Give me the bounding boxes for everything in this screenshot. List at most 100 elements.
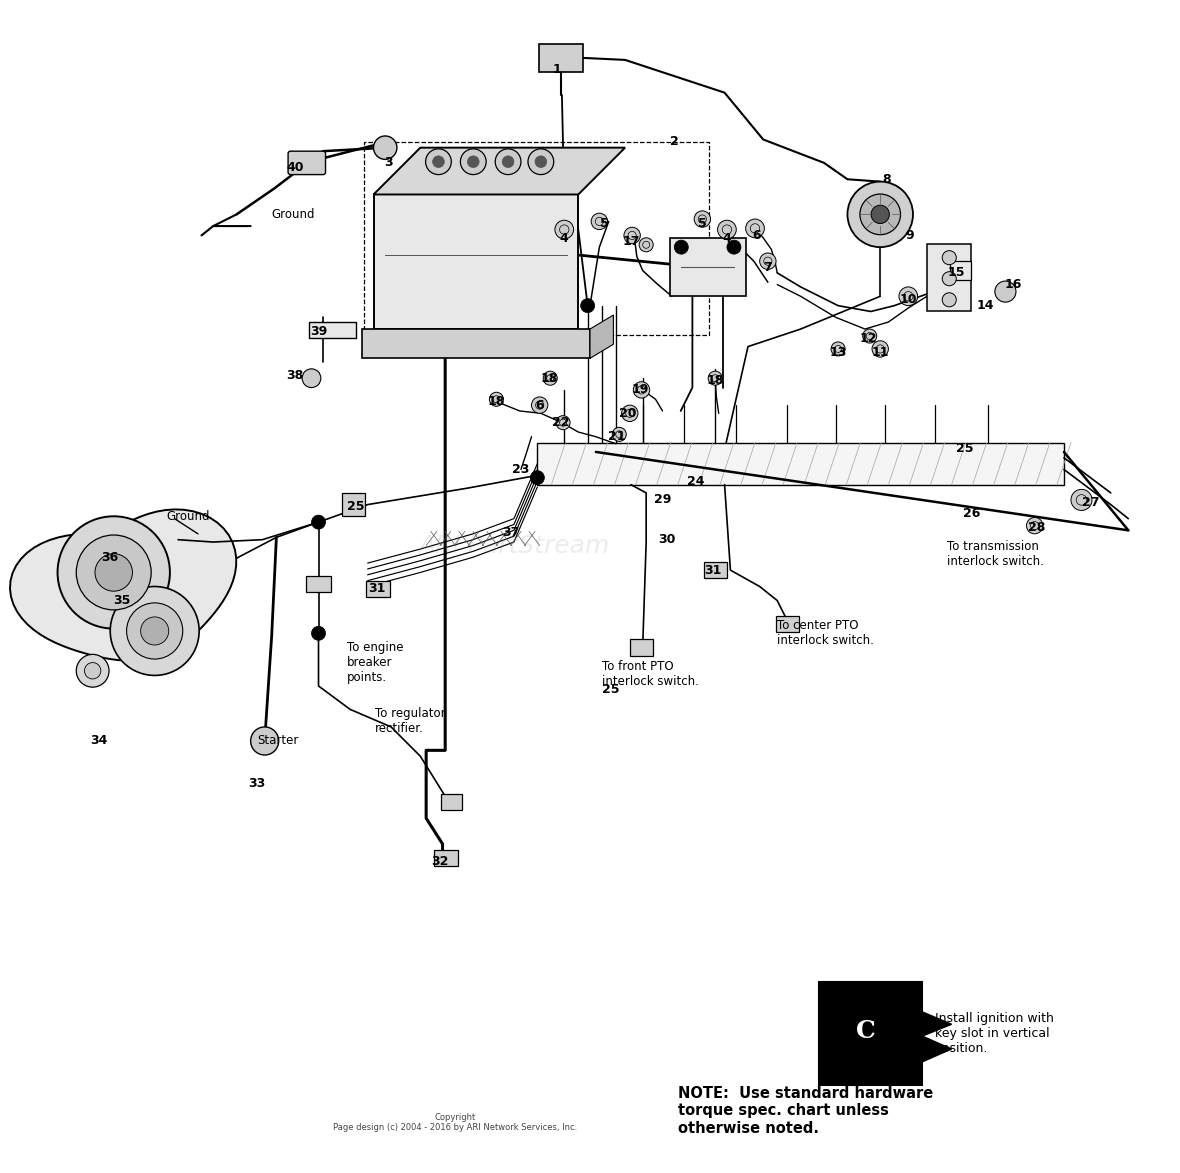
Circle shape (1071, 489, 1092, 510)
Text: 38: 38 (287, 369, 303, 382)
FancyBboxPatch shape (630, 639, 654, 656)
Circle shape (943, 272, 956, 286)
Circle shape (591, 213, 608, 230)
Circle shape (433, 156, 445, 168)
Text: 9: 9 (905, 229, 913, 242)
Circle shape (530, 470, 544, 484)
Text: 5: 5 (599, 217, 609, 230)
Text: NOTE:  Use standard hardware
torque spec. chart unless
otherwise noted.: NOTE: Use standard hardware torque spec.… (677, 1086, 933, 1135)
Text: Starter: Starter (257, 734, 299, 747)
Text: 18: 18 (487, 395, 505, 408)
Text: 15: 15 (948, 266, 965, 279)
Text: Install ignition with
key slot in vertical
position.: Install ignition with key slot in vertic… (936, 1012, 1054, 1055)
Circle shape (302, 368, 321, 387)
Circle shape (943, 293, 956, 307)
Circle shape (126, 603, 183, 659)
Circle shape (140, 617, 169, 645)
FancyBboxPatch shape (342, 493, 366, 516)
Text: 4: 4 (722, 232, 732, 245)
Circle shape (555, 221, 573, 239)
Circle shape (110, 586, 199, 676)
FancyBboxPatch shape (374, 195, 578, 330)
Circle shape (1027, 517, 1043, 534)
Text: 2: 2 (670, 135, 678, 148)
Circle shape (96, 554, 132, 591)
Polygon shape (923, 1012, 951, 1036)
Text: 36: 36 (101, 551, 119, 564)
Circle shape (943, 251, 956, 265)
Circle shape (872, 340, 889, 357)
Text: 5: 5 (697, 217, 707, 230)
FancyBboxPatch shape (703, 562, 727, 578)
Text: 14: 14 (977, 299, 995, 312)
Circle shape (871, 205, 890, 224)
Polygon shape (374, 148, 625, 195)
Circle shape (490, 392, 504, 406)
Circle shape (899, 287, 918, 306)
FancyBboxPatch shape (538, 43, 583, 72)
FancyBboxPatch shape (309, 323, 356, 339)
Circle shape (746, 219, 765, 238)
Text: 17: 17 (622, 235, 640, 248)
Polygon shape (923, 1036, 951, 1062)
FancyBboxPatch shape (669, 238, 746, 297)
Circle shape (543, 371, 557, 385)
Text: 33: 33 (248, 777, 266, 789)
Text: 6: 6 (752, 229, 760, 242)
Circle shape (624, 228, 641, 244)
Text: 34: 34 (90, 734, 107, 747)
Text: 10: 10 (899, 293, 917, 306)
Text: 20: 20 (618, 407, 636, 420)
Text: 29: 29 (654, 494, 671, 507)
Circle shape (527, 149, 553, 175)
Text: To transmission
interlock switch.: To transmission interlock switch. (946, 540, 1044, 568)
Circle shape (460, 149, 486, 175)
Circle shape (312, 626, 326, 640)
Circle shape (847, 182, 913, 248)
Text: 13: 13 (830, 346, 847, 359)
Text: 40: 40 (287, 161, 304, 174)
Circle shape (374, 136, 396, 160)
Circle shape (694, 211, 710, 228)
Text: 24: 24 (687, 475, 704, 488)
Text: 25: 25 (602, 683, 620, 696)
Polygon shape (590, 316, 614, 358)
Circle shape (612, 427, 627, 441)
FancyBboxPatch shape (950, 262, 971, 280)
Text: 37: 37 (502, 527, 519, 540)
Circle shape (58, 516, 170, 629)
Text: 21: 21 (608, 430, 625, 443)
Circle shape (503, 156, 514, 168)
Text: 39: 39 (310, 325, 327, 338)
Text: 26: 26 (963, 508, 981, 521)
Text: 6: 6 (536, 399, 544, 412)
Circle shape (531, 396, 548, 413)
Circle shape (995, 282, 1016, 303)
Circle shape (556, 415, 570, 429)
Circle shape (312, 515, 326, 529)
FancyBboxPatch shape (927, 244, 971, 312)
Text: 1: 1 (553, 63, 562, 76)
Circle shape (535, 156, 546, 168)
Text: 16: 16 (1005, 278, 1022, 291)
Circle shape (77, 535, 151, 610)
FancyBboxPatch shape (441, 794, 463, 811)
FancyBboxPatch shape (776, 616, 800, 632)
Circle shape (863, 330, 877, 343)
Circle shape (77, 655, 109, 687)
Circle shape (674, 240, 688, 255)
Text: 4: 4 (559, 232, 569, 245)
Text: 7: 7 (763, 260, 772, 273)
Text: 8: 8 (881, 172, 891, 185)
Polygon shape (9, 509, 236, 660)
Text: 28: 28 (1028, 522, 1045, 535)
FancyBboxPatch shape (819, 982, 923, 1085)
Text: Copyright
Page design (c) 2004 - 2016 by ARI Network Services, Inc.: Copyright Page design (c) 2004 - 2016 by… (333, 1113, 577, 1132)
Text: 19: 19 (631, 384, 649, 396)
Text: C: C (857, 1019, 876, 1043)
Text: To center PTO
interlock switch.: To center PTO interlock switch. (778, 619, 874, 647)
FancyBboxPatch shape (306, 576, 332, 592)
Text: 32: 32 (432, 855, 448, 868)
Text: To regulator
rectifier.: To regulator rectifier. (375, 707, 445, 735)
Text: 18: 18 (707, 374, 723, 387)
